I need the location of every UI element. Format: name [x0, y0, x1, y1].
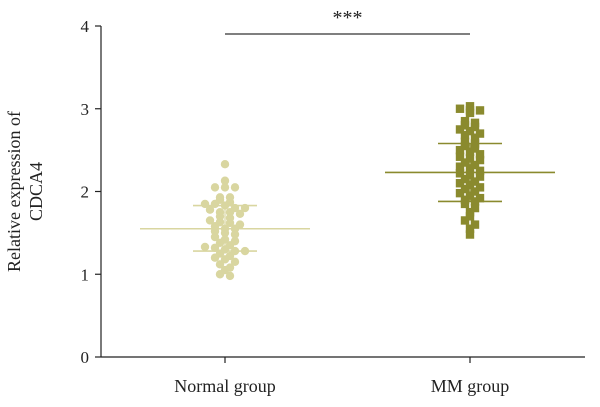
mm-group-point — [455, 104, 465, 113]
normal-group-point — [220, 183, 230, 192]
y-tick-label: 1 — [81, 265, 90, 284]
mm-group-point — [470, 177, 480, 186]
normal-group-point — [210, 232, 220, 242]
mm-group-point — [455, 125, 465, 134]
normal-group-point — [200, 199, 210, 209]
normal-group-point — [220, 176, 230, 185]
y-axis-title-line1: Relative expression of — [4, 111, 24, 272]
x-category-label: Normal group — [174, 376, 275, 396]
mm-group-point — [460, 184, 470, 194]
mm-group-point — [470, 144, 480, 153]
data-points — [200, 102, 485, 281]
normal-group-point — [205, 205, 215, 214]
mean-sd-lines — [140, 142, 555, 252]
mm-group-point — [470, 220, 480, 229]
significance-label: *** — [333, 7, 363, 29]
mm-group-point — [465, 102, 475, 111]
y-axis-title-line2: CDCA4 — [26, 162, 46, 221]
y-tick-label: 3 — [81, 100, 90, 119]
normal-group-point — [205, 216, 215, 225]
mm-group-point — [455, 162, 465, 171]
mm-group-point — [475, 150, 485, 159]
normal-group-point — [230, 230, 240, 239]
mm-group-point — [475, 155, 485, 165]
normal-group-point — [225, 193, 235, 202]
mm-group-point — [465, 126, 475, 136]
mm-group-point — [475, 183, 485, 192]
mm-group-point — [470, 118, 480, 128]
normal-group-point — [235, 220, 245, 229]
mm-group-point — [460, 116, 470, 126]
y-axis: 0 1 2 3 4 — [81, 17, 102, 367]
mm-group-point — [475, 129, 485, 138]
x-category-label: MM group — [431, 376, 510, 396]
mm-group-point — [460, 195, 470, 204]
mm-group-point — [465, 230, 475, 239]
mm-group-point — [470, 187, 480, 196]
mm-group-point — [475, 106, 485, 115]
y-tick-label: 0 — [81, 348, 90, 367]
normal-group-point — [230, 236, 240, 246]
mm-group-point — [460, 174, 470, 184]
y-tick-label: 2 — [81, 183, 90, 202]
mm-group-point — [475, 166, 485, 176]
y-tick-label: 4 — [81, 17, 90, 36]
mm-group-point — [475, 193, 485, 203]
significance-bracket: *** — [225, 7, 470, 35]
normal-group-point — [225, 271, 235, 281]
mm-group-point — [465, 224, 475, 233]
mm-group-point — [470, 203, 480, 213]
mm-group-point — [460, 137, 470, 147]
mm-group-point — [455, 169, 465, 178]
mm-group-point — [470, 133, 480, 142]
mm-group-point — [465, 207, 475, 217]
mm-group-point — [460, 131, 470, 140]
normal-group-point — [225, 213, 235, 223]
normal-group-point — [235, 209, 245, 219]
normal-group-point — [200, 242, 210, 252]
normal-group-point — [230, 257, 240, 267]
mm-group-point — [455, 152, 465, 161]
mm-group-point — [460, 158, 470, 167]
x-axis: Normal group MM group — [101, 356, 585, 396]
mm-group-point — [455, 179, 465, 188]
mm-group-point — [475, 172, 485, 181]
normal-group-point — [225, 263, 235, 272]
normal-group-point — [215, 193, 225, 202]
normal-group-point — [215, 207, 225, 217]
normal-group-point — [230, 183, 240, 192]
mm-group-point — [455, 145, 465, 155]
normal-group-point — [210, 183, 220, 192]
mm-group-point — [470, 160, 480, 170]
normal-group-point — [220, 159, 230, 169]
normal-group-point — [215, 217, 225, 227]
mm-group-point — [460, 216, 470, 225]
mm-group-point — [455, 188, 465, 198]
